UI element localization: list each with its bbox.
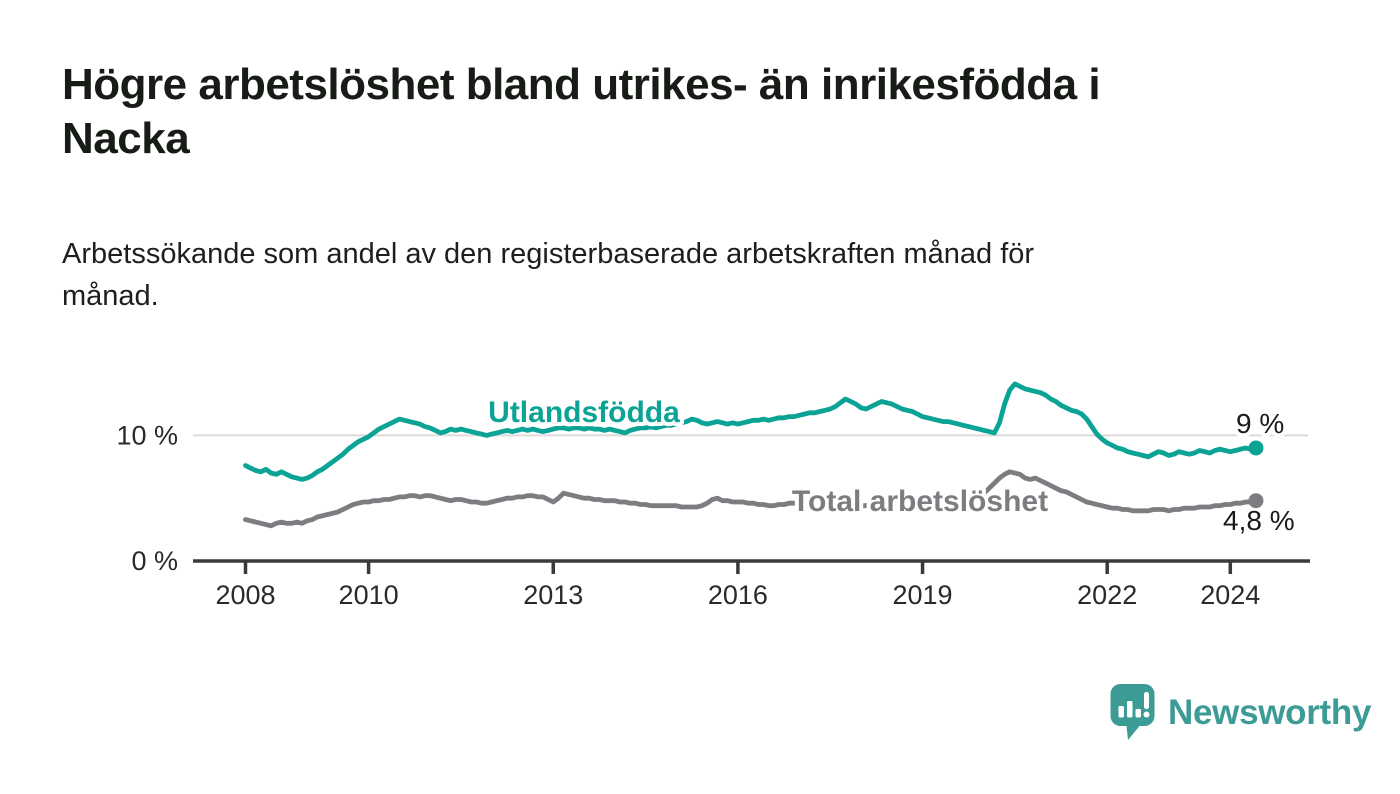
- chart-title: Högre arbetslöshet bland utrikes- än inr…: [62, 58, 1362, 166]
- newsworthy-logo-icon: [1110, 684, 1155, 740]
- bar-3: [1135, 709, 1141, 718]
- newsworthy-logo-text: Newsworthy: [1168, 693, 1372, 732]
- x-tick-label-2013: 2013: [523, 580, 583, 610]
- x-tick-label-2022: 2022: [1077, 580, 1137, 610]
- y-tick-label-0-percent: 0 %: [131, 546, 178, 576]
- end-value-label-utlandsf-dda: 9 %: [1236, 408, 1284, 439]
- end-dot-total-arbetsl-shet: [1248, 493, 1264, 509]
- series-line-utlandsf-dda: [243, 381, 1259, 482]
- chart-title-line1: Högre arbetslöshet bland utrikes- än inr…: [62, 60, 1101, 109]
- chart-subtitle: Arbetssökande som andel av den registerb…: [62, 233, 1312, 317]
- line-chart: Utlandsfödda Total arbetslöshet 9 % 4,8 % 20…: [116, 381, 1310, 610]
- x-tick-label-2008: 2008: [215, 580, 275, 610]
- chart-title-line2: Nacka: [62, 114, 190, 164]
- series-label-utlandsf-dda: Utlandsfödda: [488, 396, 680, 429]
- x-tick-label-2016: 2016: [708, 580, 768, 610]
- x-tick-label-2024: 2024: [1200, 580, 1260, 610]
- end-value-label-total-arbetsl-shet: 4,8 %: [1223, 505, 1295, 536]
- x-tick-label-2019: 2019: [893, 580, 953, 610]
- exclamation-stem: [1144, 692, 1149, 709]
- bar-2: [1127, 701, 1133, 718]
- series-label-total-arbetsl-shet: Total arbetslöshet: [792, 485, 1048, 518]
- bar-1: [1118, 706, 1124, 718]
- newsworthy-logo: Newsworthy: [1110, 683, 1371, 743]
- exclamation-dot: [1143, 711, 1150, 718]
- chart-subtitle-line1: Arbetssökande som andel av den registerb…: [62, 238, 1035, 270]
- x-tick-label-2010: 2010: [339, 580, 399, 610]
- end-dot-utlandsf-dda: [1248, 440, 1264, 456]
- chart-subtitle-line2: månad.: [62, 280, 159, 313]
- series-line-total-arbetsl-shet: [243, 469, 1259, 529]
- y-tick-label-10-percent: 10 %: [116, 420, 178, 450]
